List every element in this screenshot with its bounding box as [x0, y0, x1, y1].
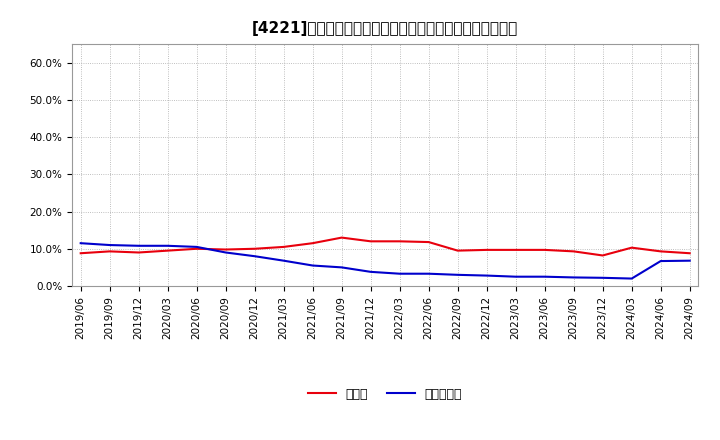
現頲金 — [76, 251, 85, 256]
現頲金 — [685, 251, 694, 256]
有利子負債 — [338, 265, 346, 270]
有利子負債 — [395, 271, 404, 276]
現頲金 — [279, 244, 288, 249]
現頲金 — [627, 245, 636, 250]
現頲金 — [598, 253, 607, 258]
現頲金 — [192, 246, 201, 251]
有利子負債 — [192, 244, 201, 249]
有利子負債 — [221, 250, 230, 255]
有利子負債 — [251, 253, 259, 259]
有利子負債 — [424, 271, 433, 276]
現頲金 — [221, 247, 230, 252]
有利子負債 — [163, 243, 172, 249]
現頲金 — [395, 238, 404, 244]
現頲金 — [570, 249, 578, 254]
有利子負債 — [105, 242, 114, 248]
現頲金 — [454, 248, 462, 253]
現頲金 — [482, 247, 491, 253]
有利子負債 — [279, 258, 288, 263]
Line: 有利子負債: 有利子負債 — [81, 243, 690, 279]
有利子負債 — [570, 275, 578, 280]
有利子負債 — [135, 243, 143, 249]
有利子負債 — [454, 272, 462, 278]
Line: 現頲金: 現頲金 — [81, 238, 690, 256]
現頲金 — [511, 247, 520, 253]
現頲金 — [541, 247, 549, 253]
現頲金 — [135, 250, 143, 255]
現頲金 — [308, 241, 317, 246]
現頲金 — [657, 249, 665, 254]
現頲金 — [105, 249, 114, 254]
有利子負債 — [366, 269, 375, 275]
有利子負債 — [657, 258, 665, 264]
Title: [4221]　現頲金、有利子負債の総資産に対する比率の推移: [4221] 現頲金、有利子負債の総資産に対する比率の推移 — [252, 21, 518, 36]
有利子負債 — [308, 263, 317, 268]
有利子負債 — [76, 241, 85, 246]
有利子負債 — [627, 276, 636, 281]
現頲金 — [424, 239, 433, 245]
現頲金 — [366, 238, 375, 244]
有利子負債 — [511, 274, 520, 279]
Legend: 現頲金, 有利子負債: 現頲金, 有利子負債 — [303, 383, 467, 406]
現頲金 — [163, 248, 172, 253]
現頲金 — [251, 246, 259, 251]
有利子負債 — [482, 273, 491, 278]
有利子負債 — [598, 275, 607, 280]
有利子負債 — [685, 258, 694, 263]
現頲金 — [338, 235, 346, 240]
有利子負債 — [541, 274, 549, 279]
